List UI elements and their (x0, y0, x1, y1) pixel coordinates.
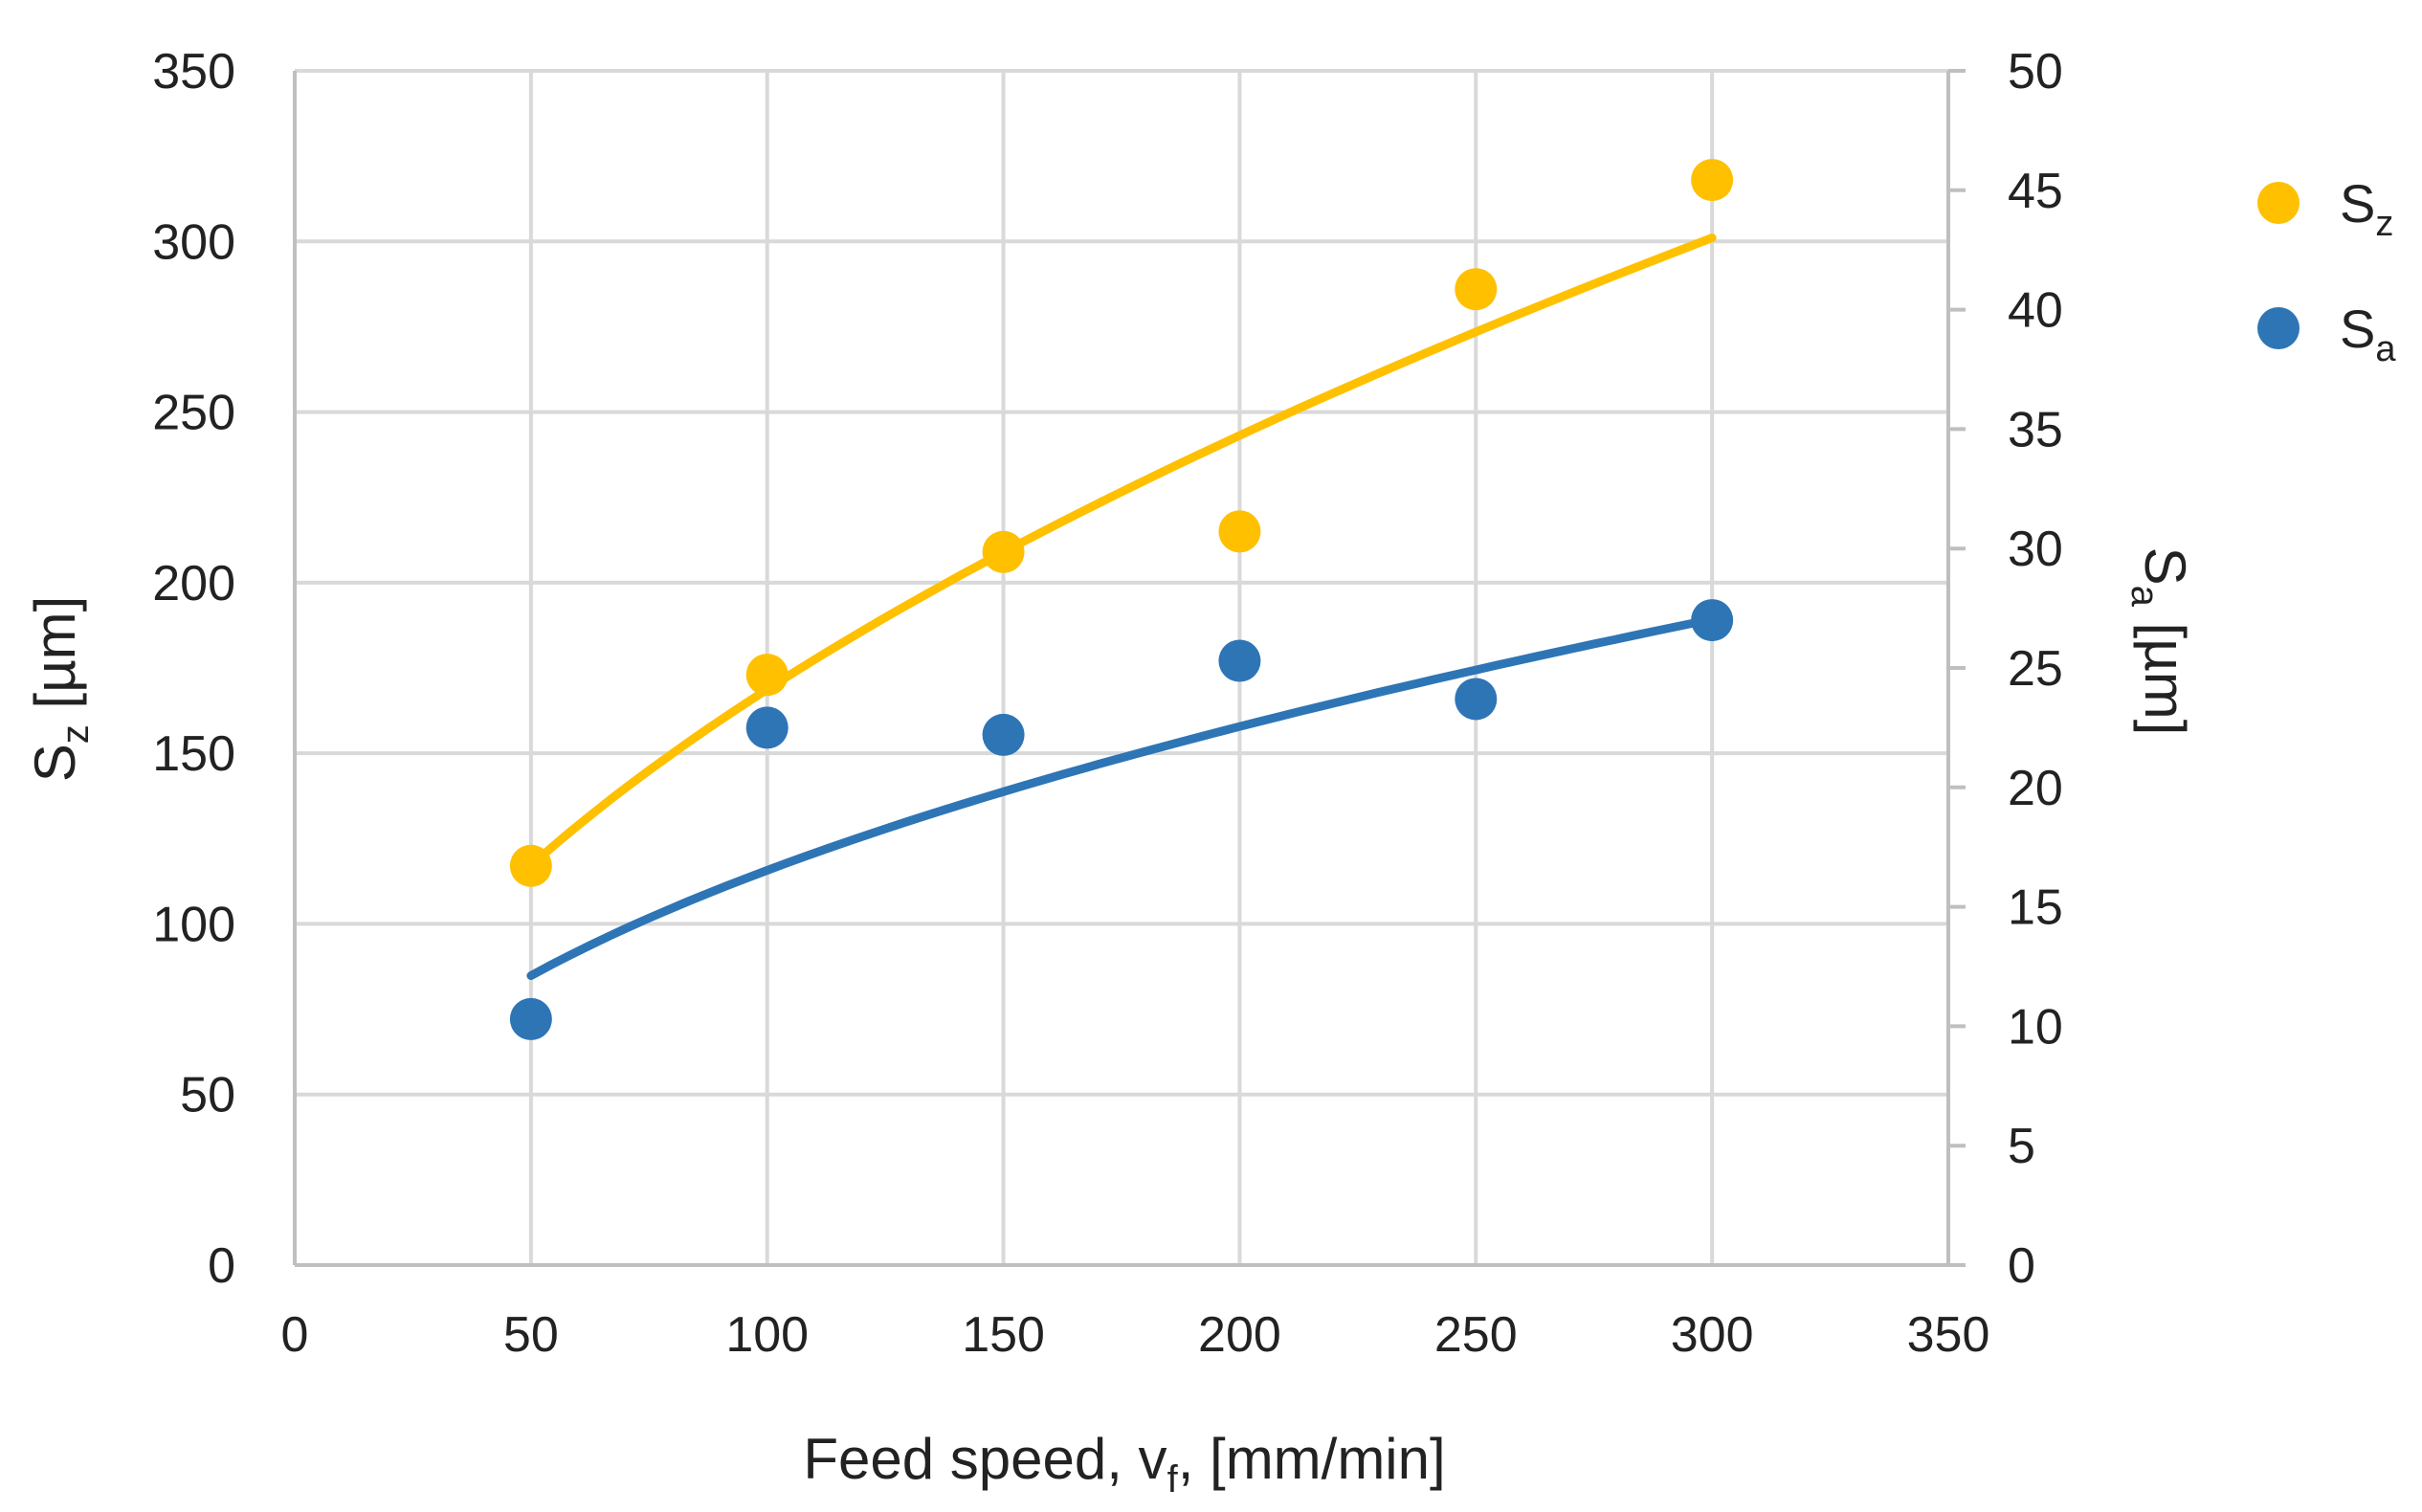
y-axis-title-left-sub: z (55, 724, 97, 744)
data-point-sa (509, 997, 552, 1040)
data-point-sz (1455, 268, 1498, 311)
x-axis-title-main: Feed speed, v (803, 1427, 1167, 1491)
data-point-sa (1691, 599, 1734, 642)
y-axis-title-left: Sz [µm] (23, 596, 97, 783)
y-right-tick-label: 45 (2008, 164, 2063, 219)
y-right-tick-label: 20 (2008, 761, 2063, 816)
y-axis-title-left-rest: [µm] (23, 596, 87, 725)
x-tick-label: 150 (962, 1307, 1045, 1363)
legend-label-sa-main: S (2340, 299, 2375, 359)
x-tick-label: 250 (1434, 1307, 1518, 1363)
y-right-tick-label: 50 (2008, 44, 2063, 100)
y-left-tick-label: 300 (152, 214, 235, 270)
y-right-tick-label: 15 (2008, 880, 2063, 936)
y-left-tick-label: 150 (152, 726, 235, 782)
y-axis-title-right: Sa [µm] (2123, 547, 2197, 736)
y-right-tick-label: 0 (2008, 1238, 2035, 1294)
y-left-tick-label: 250 (152, 386, 235, 441)
y-left-tick-label: 50 (180, 1068, 235, 1123)
legend-marker-sz (2257, 182, 2300, 224)
data-point-sz (509, 844, 552, 887)
legend-label-sz: Sz (2340, 173, 2393, 244)
trend-line-sa (526, 614, 1717, 981)
y-right-tick-label: 35 (2008, 402, 2063, 457)
y-left-tick-label: 350 (152, 44, 235, 100)
data-point-sa (745, 706, 789, 749)
y-right-tick-label: 40 (2008, 283, 2063, 339)
trend-line-sz (526, 233, 1717, 870)
x-tick-label: 300 (1671, 1307, 1754, 1363)
y-left-tick-label: 100 (152, 897, 235, 952)
x-tick-label: 100 (725, 1307, 809, 1363)
y-right-tick-label: 25 (2008, 641, 2063, 697)
data-point-sz (982, 530, 1025, 573)
x-tick-label: 200 (1198, 1307, 1281, 1363)
legend-label-sz-sub: z (2375, 204, 2393, 244)
y-right-tick-label: 30 (2008, 522, 2063, 577)
data-point-sz (1691, 159, 1734, 202)
legend-label-sz-main: S (2340, 173, 2375, 233)
data-point-sa (1218, 639, 1261, 682)
x-tick-label: 50 (503, 1307, 559, 1363)
y-right-tick-label: 10 (2008, 999, 2063, 1055)
y-right-tick-label: 5 (2008, 1119, 2035, 1174)
data-point-sa (1455, 678, 1498, 721)
legend-label-sa: Sa (2340, 299, 2396, 369)
y-left-tick-label: 0 (208, 1238, 235, 1294)
data-points (509, 159, 1734, 1040)
x-axis-title-rest: , [mm/min] (1178, 1427, 1446, 1491)
x-axis-title: Feed speed, vf, [mm/min] (803, 1427, 1445, 1501)
trend-lines (526, 233, 1717, 981)
tick-labels: 0 50 100 150 200 250 300 350 0 5 10 15 20 25 30 35 40 45 5… (152, 44, 2063, 1363)
x-tick-label: 350 (1907, 1307, 1990, 1363)
y-axis-title-left-main: S (23, 744, 87, 782)
data-point-sz (1218, 510, 1261, 553)
x-tick-label: 0 (281, 1307, 309, 1363)
y-axis-title-right-sub: a (2123, 586, 2166, 608)
y-axis-title-right-rest: [µm] (2133, 607, 2197, 736)
data-point-sa (982, 713, 1025, 756)
y-left-tick-label: 200 (152, 556, 235, 611)
legend: Sz Sa (2257, 173, 2396, 369)
legend-marker-sa (2257, 307, 2300, 349)
axes (293, 69, 1966, 1267)
y-axis-title-right-main: S (2133, 547, 2197, 586)
x-axis-title-sub: f (1167, 1458, 1179, 1501)
data-point-sz (745, 654, 789, 697)
legend-label-sa-sub: a (2375, 329, 2396, 369)
